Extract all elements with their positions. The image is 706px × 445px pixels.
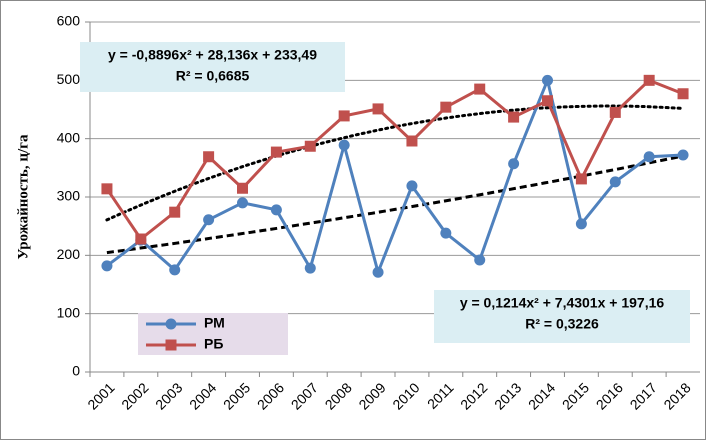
series-line <box>105 78 684 242</box>
equation-box <box>80 42 345 92</box>
marker <box>165 339 177 351</box>
y-tick-label: 400 <box>57 129 81 145</box>
marker <box>508 111 520 123</box>
marker <box>643 151 655 163</box>
marker <box>609 176 621 188</box>
marker <box>101 183 113 195</box>
legend-label: РМ <box>204 315 225 331</box>
marker <box>474 83 486 95</box>
marker <box>203 214 215 226</box>
marker <box>677 88 689 100</box>
marker <box>165 318 177 330</box>
marker <box>542 95 553 107</box>
marker <box>474 254 486 266</box>
y-tick-label: 200 <box>57 246 81 262</box>
marker <box>406 180 418 192</box>
y-tick-label: 600 <box>57 13 81 29</box>
marker <box>169 206 181 218</box>
trend-r2: R² = 0,6685 <box>176 68 250 84</box>
marker <box>643 74 655 86</box>
marker <box>135 233 147 245</box>
y-tick-label: 500 <box>57 71 81 87</box>
marker <box>372 103 384 115</box>
marker <box>101 260 113 272</box>
marker <box>270 146 282 158</box>
marker <box>508 158 520 170</box>
marker <box>575 218 587 230</box>
marker <box>203 151 215 163</box>
y-axis-label: Урожайность, ц/га <box>15 134 31 259</box>
marker <box>542 74 553 86</box>
marker <box>677 149 689 161</box>
marker <box>237 182 248 194</box>
y-tick-label: 300 <box>57 188 81 204</box>
trend-r2: R² = 0,3226 <box>525 316 599 332</box>
trendline <box>105 104 685 222</box>
marker <box>338 139 350 151</box>
marker <box>169 264 181 276</box>
marker <box>609 106 621 118</box>
y-tick-label: 0 <box>72 363 80 379</box>
legend-label: РБ <box>204 336 223 352</box>
marker <box>304 140 316 152</box>
marker <box>440 227 452 239</box>
marker <box>304 262 316 274</box>
y-tick-label: 100 <box>57 304 81 320</box>
legend-box <box>138 313 288 355</box>
trend-equation: y = 0,1214x² + 7,4301x + 197,16 <box>460 295 665 311</box>
marker <box>237 197 248 209</box>
equation-box <box>434 290 690 343</box>
marker <box>575 173 587 185</box>
trend-equation: y = -0,8896x² + 28,136x + 233,49 <box>108 47 317 63</box>
trendline <box>106 154 684 255</box>
marker <box>270 204 282 216</box>
marker <box>406 135 418 147</box>
marker <box>372 266 384 278</box>
marker <box>440 101 452 113</box>
marker <box>338 110 350 122</box>
series-line <box>106 75 684 278</box>
